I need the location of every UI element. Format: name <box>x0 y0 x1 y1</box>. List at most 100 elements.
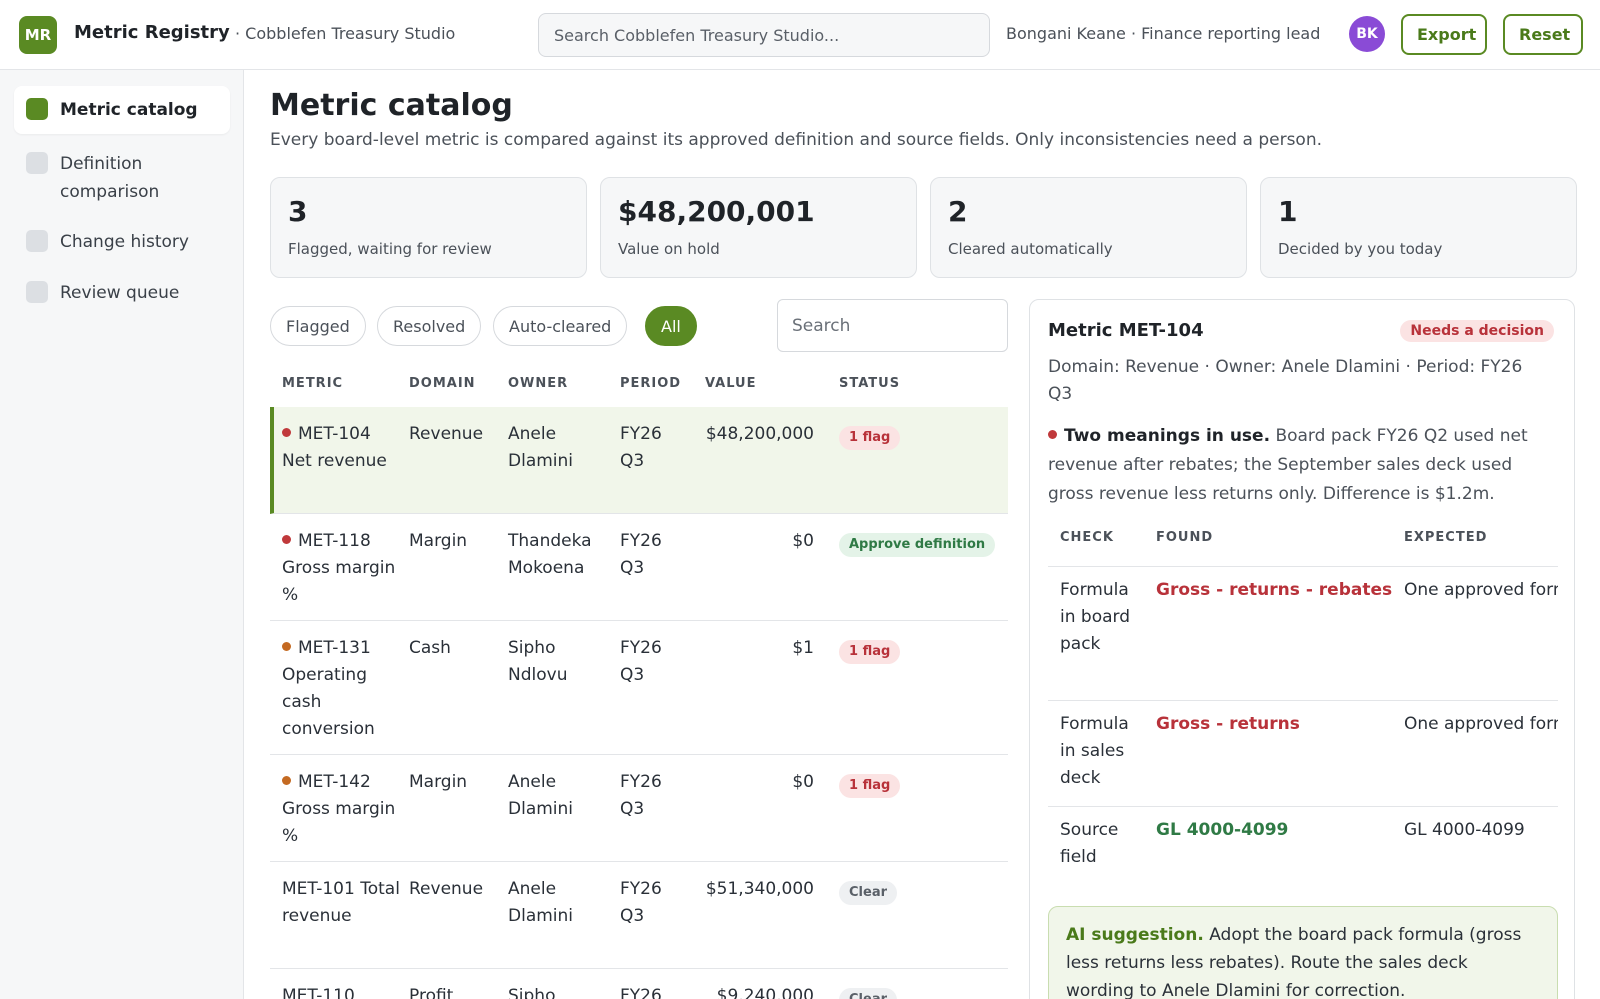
column-header-found: FOUND <box>1156 530 1214 545</box>
page-title: Metric catalog <box>270 88 513 123</box>
kpi-value: 1 <box>1278 195 1298 228</box>
sidebar-item-definition-comparison[interactable]: Definition comparison <box>14 140 230 216</box>
status-cell: Approve definition <box>839 530 996 557</box>
domain-cell: Revenue <box>409 424 484 444</box>
period-cell: FY26 Q3 <box>620 424 662 471</box>
value-cell: $0 <box>792 772 814 792</box>
top-bar: MR Metric Registry · Cobblefen Treasury … <box>0 0 1600 70</box>
kpi-label: Cleared automatically <box>948 240 1113 258</box>
kpi-value: 3 <box>288 195 308 228</box>
column-header-expected: EXPECTED <box>1404 530 1488 545</box>
sidebar-item-label: Definition comparison <box>60 154 160 202</box>
global-search-input[interactable] <box>538 13 990 57</box>
domain-cell: Cash <box>409 638 451 658</box>
column-header-metric[interactable]: METRIC <box>282 376 344 391</box>
status-cell: 1 flag <box>839 637 901 664</box>
sidebar-item-review-queue[interactable]: Review queue <box>14 269 230 317</box>
period-cell: FY26 Q3 <box>620 531 662 578</box>
period-cell: FY26 Q3 <box>620 638 662 685</box>
filter-chip-flagged[interactable]: Flagged <box>270 306 366 346</box>
value-cell: $1 <box>792 638 814 658</box>
table-search-input[interactable] <box>777 299 1008 352</box>
comparison-row: Formula in board pack Gross - returns - … <box>1048 567 1558 701</box>
reset-button[interactable]: Reset <box>1503 14 1583 55</box>
metric-id: MET-142 <box>298 772 371 792</box>
table-row[interactable]: MET-110 Profit Sipho FY26 $9,240,000 Cle… <box>270 969 1008 999</box>
comparison-table: CHECK FOUND EXPECTED Formula in board pa… <box>1048 518 1558 878</box>
column-header-period[interactable]: PERIOD <box>620 376 682 391</box>
metric-id: MET-110 <box>282 986 355 999</box>
column-header-check: CHECK <box>1060 530 1114 545</box>
value-cell: $9,240,000 <box>716 986 814 999</box>
domain-cell: Revenue <box>409 879 484 899</box>
metric-cell: MET-142 Gross margin % <box>282 769 400 850</box>
column-header-domain[interactable]: DOMAIN <box>409 376 476 391</box>
table-row[interactable]: MET-101 Total revenue Revenue Anele Dlam… <box>270 862 1008 969</box>
sidebar-item-label: Metric catalog <box>60 100 198 120</box>
workspace-name: · Cobblefen Treasury Studio <box>235 24 456 43</box>
status-badge: Approve definition <box>839 533 996 557</box>
status-cell: Clear <box>839 985 897 999</box>
export-button[interactable]: Export <box>1401 14 1487 55</box>
kpi-label: Flagged, waiting for review <box>288 240 492 258</box>
found-cell: Gross - returns - rebates <box>1156 580 1393 600</box>
status-dot-icon <box>282 535 291 544</box>
table-row[interactable]: MET-131 Operating cash conversion Cash S… <box>270 621 1008 755</box>
detail-meta: Domain: Revenue · Owner: Anele Dlamini ·… <box>1048 357 1523 404</box>
owner-cell: Sipho Ndlovu <box>508 638 568 685</box>
sidebar-item-change-history[interactable]: Change history <box>14 218 230 266</box>
metric-name: Gross margin % <box>282 799 396 846</box>
column-header-owner[interactable]: OWNER <box>508 376 569 391</box>
sidebar-item-label: Change history <box>60 232 189 252</box>
sidebar-item-metric-catalog[interactable]: Metric catalog <box>14 86 230 134</box>
table-row[interactable]: MET-142 Gross margin % Margin Anele Dlam… <box>270 755 1008 862</box>
detail-title: Metric MET-104 <box>1048 320 1204 341</box>
metric-cell: MET-104 Net revenue <box>282 421 400 475</box>
nav-square-icon <box>26 281 48 303</box>
period-cell: FY26 Q3 <box>620 772 662 819</box>
status-cell: 1 flag <box>839 771 901 798</box>
expected-cell: One approved formula <box>1404 714 1558 734</box>
status-dot-icon <box>282 428 291 437</box>
metric-cell: MET-110 <box>282 983 400 999</box>
suggestion-label: AI suggestion. <box>1066 925 1204 945</box>
metric-detail-panel: Metric MET-104 Needs a decision Domain: … <box>1029 299 1575 999</box>
kpi-card-decided: 1 Decided by you today <box>1260 177 1577 278</box>
table-row[interactable]: MET-104 Net revenue Revenue Anele Dlamin… <box>270 407 1008 514</box>
filter-chip-auto-cleared[interactable]: Auto-cleared <box>493 306 628 346</box>
filter-chip-resolved[interactable]: Resolved <box>377 306 482 346</box>
filter-chip-all[interactable]: All <box>645 306 697 346</box>
owner-cell: Sipho <box>508 986 556 999</box>
ai-suggestion-box: AI suggestion. Adopt the board pack form… <box>1048 906 1558 999</box>
status-cell: Clear <box>839 878 897 905</box>
status-dot-icon <box>1048 430 1057 439</box>
sidebar: Metric catalog Definition comparison Cha… <box>0 70 244 999</box>
status-badge: Clear <box>839 988 897 999</box>
value-cell: $48,200,000 <box>705 424 814 444</box>
kpi-value: 2 <box>948 195 968 228</box>
kpi-card-cleared: 2 Cleared automatically <box>930 177 1247 278</box>
owner-cell: Thandeka Mokoena <box>508 531 592 578</box>
period-cell: FY26 Q3 <box>620 879 662 926</box>
metric-name: Net revenue <box>282 451 387 471</box>
sidebar-item-label: Review queue <box>60 283 180 303</box>
metric-name: Total revenue <box>282 879 400 926</box>
owner-cell: Anele Dlamini <box>508 879 574 926</box>
check-cell: Source field <box>1060 820 1119 867</box>
column-header-value[interactable]: VALUE <box>705 376 757 391</box>
comparison-row: Source field GL 4000-4099 GL 4000-4099 <box>1048 807 1558 878</box>
value-cell: $51,340,000 <box>705 879 814 899</box>
metric-cell: MET-131 Operating cash conversion <box>282 635 400 743</box>
nav-square-icon <box>26 152 48 174</box>
found-cell: Gross - returns <box>1156 714 1300 734</box>
metric-id: MET-118 <box>298 531 371 551</box>
table-row[interactable]: MET-118 Gross margin % Margin Thandeka M… <box>270 514 1008 621</box>
expected-cell: GL 4000-4099 <box>1404 820 1525 840</box>
avatar[interactable]: BK <box>1349 16 1385 52</box>
owner-cell: Anele Dlamini <box>508 772 574 819</box>
suggestion-text: Adopt the board pack formula (gross less… <box>1066 925 1522 999</box>
column-header-status[interactable]: STATUS <box>839 376 901 391</box>
status-badge: Clear <box>839 881 897 905</box>
metric-name: Operating cash conversion <box>282 665 375 739</box>
found-cell: GL 4000-4099 <box>1156 820 1289 840</box>
